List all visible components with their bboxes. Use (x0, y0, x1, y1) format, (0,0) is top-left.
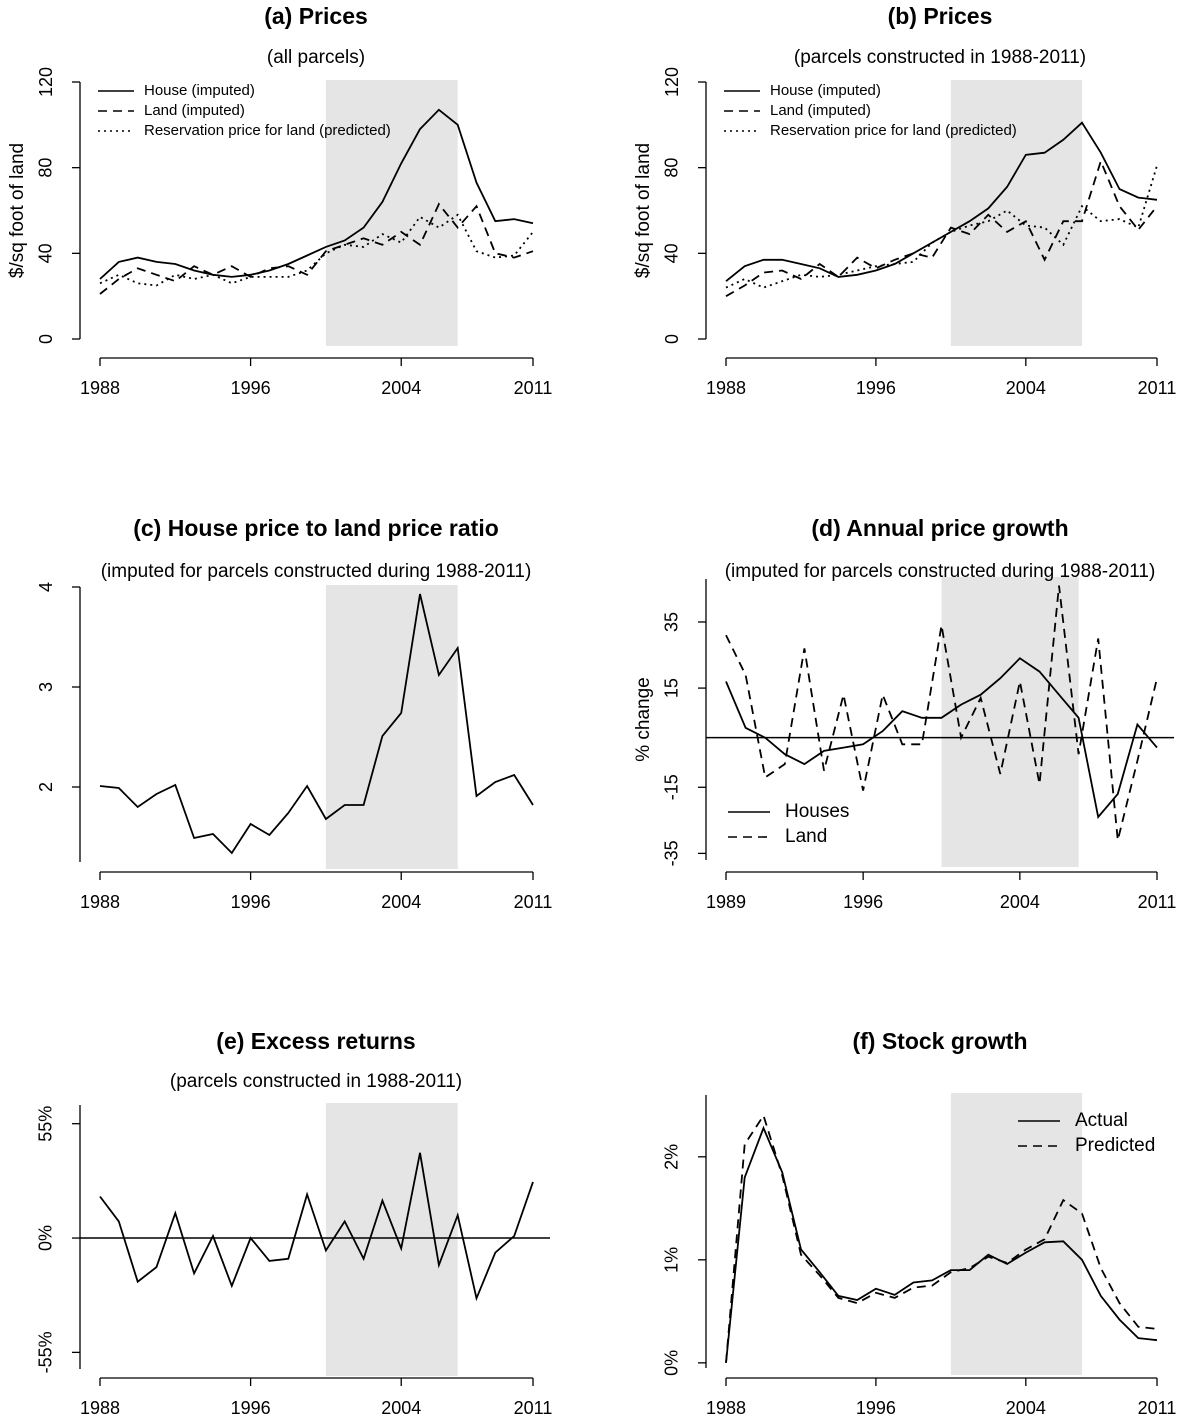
x-tick-label: 1996 (231, 1398, 271, 1418)
x-tick-label: 2011 (514, 892, 553, 912)
x-tick-label: 1988 (706, 378, 746, 398)
shaded-period (325, 1103, 458, 1376)
y-tick-label: 1% (662, 1247, 682, 1273)
panel: (a) Prices (all parcels) $/sq foot of land… (7, 3, 552, 398)
chart-subtitle: (parcels constructed in 1988-2011) (170, 1071, 462, 1092)
chart-title: (f) Stock growth (852, 1028, 1027, 1054)
x-tick-label: 2004 (1006, 1398, 1046, 1418)
y-tick-label: 35 (662, 612, 682, 632)
y-tick-label: 0% (662, 1350, 682, 1376)
x-tick-label: 2011 (514, 1398, 553, 1418)
x-tick-label: 2011 (1138, 378, 1177, 398)
x-tick-label: 2011 (514, 378, 553, 398)
series-line (99, 108, 534, 280)
legend-label: Houses (785, 801, 849, 822)
y-tick-label: -15 (662, 774, 682, 800)
x-tick-label: 1996 (856, 378, 896, 398)
legend-label: Actual (1075, 1110, 1128, 1131)
panel: (b) Prices (parcels constructed in 1988-2… (633, 3, 1176, 398)
x-tick-label: 2011 (1138, 1398, 1177, 1418)
shaded-period (941, 577, 1079, 867)
panel: (e) Excess returns (parcels constructed i… (36, 1028, 553, 1418)
series-line (99, 202, 534, 295)
y-axis-label: $/sq foot of land (633, 143, 654, 278)
series-line (725, 1125, 1158, 1363)
shaded-period (950, 1093, 1083, 1375)
x-tick-label: 1989 (706, 892, 746, 912)
y-tick-label: 4 (36, 582, 56, 592)
y-tick-label: 40 (662, 243, 682, 263)
y-tick-label: -55% (36, 1331, 56, 1373)
y-tick-label: 80 (36, 158, 56, 178)
series-line (99, 213, 534, 287)
legend-label: Land (imputed) (770, 102, 871, 119)
x-tick-label: 1996 (856, 1398, 896, 1418)
x-tick-label: 1988 (80, 1398, 120, 1418)
y-tick-label: 15 (662, 678, 682, 698)
series-line (725, 121, 1158, 282)
x-tick-label: 2004 (381, 1398, 421, 1418)
panel: (c) House price to land price ratio (impu… (36, 515, 553, 912)
legend-label: House (imputed) (144, 82, 255, 99)
panel: (d) Annual price growth (imputed for parc… (633, 515, 1176, 912)
y-tick-label: 2% (662, 1144, 682, 1170)
series-line (725, 657, 1158, 820)
y-tick-label: 80 (662, 158, 682, 178)
legend-label: Reservation price for land (predicted) (770, 122, 1017, 139)
x-tick-label: 1996 (231, 892, 271, 912)
y-tick-label: 0% (36, 1225, 56, 1251)
chart-subtitle: (all parcels) (267, 47, 365, 68)
chart-subtitle: (imputed for parcels constructed during … (725, 561, 1156, 582)
x-tick-label: 2004 (1006, 378, 1046, 398)
panel: (f) Stock growth 0% 1% 2% 1988 1996 2004 2011 Ac… (662, 1028, 1177, 1418)
x-tick-label: 2004 (1000, 892, 1040, 912)
x-tick-label: 1996 (231, 378, 271, 398)
chart-title: (a) Prices (264, 3, 368, 29)
x-tick-label: 1988 (80, 892, 120, 912)
chart-subtitle: (parcels constructed in 1988-2011) (794, 47, 1086, 68)
legend-label: House (imputed) (770, 82, 881, 99)
legend-label: Reservation price for land (predicted) (144, 122, 391, 139)
x-tick-label: 1988 (706, 1398, 746, 1418)
y-tick-label: 3 (36, 682, 56, 692)
y-tick-label: 120 (662, 67, 682, 97)
x-tick-label: 1996 (843, 892, 883, 912)
y-tick-label: 55% (36, 1106, 56, 1142)
legend-label: Land (785, 826, 827, 847)
y-tick-label: -35 (662, 840, 682, 866)
x-tick-label: 1988 (80, 378, 120, 398)
x-tick-label: 2004 (381, 378, 421, 398)
y-tick-label: 0 (36, 334, 56, 344)
y-axis-label: $/sq foot of land (7, 143, 28, 278)
y-axis-label: % change (633, 677, 654, 762)
y-tick-label: 120 (36, 67, 56, 97)
x-tick-label: 2004 (381, 892, 421, 912)
x-tick-label: 2011 (1138, 892, 1177, 912)
chart-title: (b) Prices (888, 3, 993, 29)
series-line (99, 593, 534, 855)
shaded-period (950, 80, 1083, 346)
series-line (99, 1152, 534, 1302)
legend-label: Land (imputed) (144, 102, 245, 119)
shaded-period (325, 585, 458, 869)
y-tick-label: 0 (662, 334, 682, 344)
legend-label: Predicted (1075, 1135, 1155, 1156)
chart-title: (d) Annual price growth (811, 515, 1068, 541)
y-tick-label: 2 (36, 782, 56, 792)
chart-title: (c) House price to land price ratio (133, 515, 499, 541)
shaded-period (325, 80, 458, 346)
series-line (725, 158, 1158, 297)
series-line (725, 165, 1158, 289)
y-tick-label: 40 (36, 243, 56, 263)
series-line (725, 585, 1158, 841)
chart-title: (e) Excess returns (216, 1028, 415, 1054)
chart-subtitle: (imputed for parcels constructed during … (101, 561, 532, 582)
